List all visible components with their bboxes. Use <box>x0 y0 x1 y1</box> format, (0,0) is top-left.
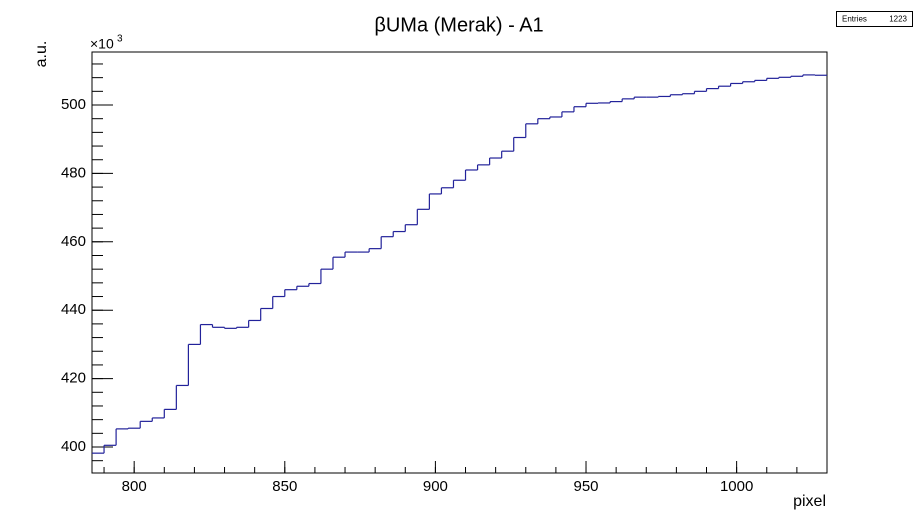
y-tick-label: 440 <box>61 301 86 318</box>
y-multiplier-exponent: 3 <box>117 34 123 45</box>
y-tick-label: 480 <box>61 164 86 181</box>
x-tick-label: 1000 <box>720 478 753 495</box>
stats-box <box>836 11 913 27</box>
y-tick-label: 420 <box>61 370 86 387</box>
y-tick-label: 400 <box>61 438 86 455</box>
y-tick-label: 500 <box>61 96 86 113</box>
x-tick-label: 800 <box>122 478 147 495</box>
x-tick-label: 950 <box>574 478 599 495</box>
chart-title: βUMa (Merak) - A1 <box>374 14 543 36</box>
x-tick-label: 850 <box>272 478 297 495</box>
x-tick-label: 900 <box>423 478 448 495</box>
y-axis-label: a.u. <box>33 41 50 68</box>
x-axis-label: pixel <box>793 493 826 510</box>
y-multiplier: ×10 <box>90 36 114 52</box>
stats-value: 1223 <box>889 15 907 24</box>
plot-frame <box>91 51 828 474</box>
stats-label: Entries <box>842 15 867 24</box>
y-tick-label: 460 <box>61 233 86 250</box>
